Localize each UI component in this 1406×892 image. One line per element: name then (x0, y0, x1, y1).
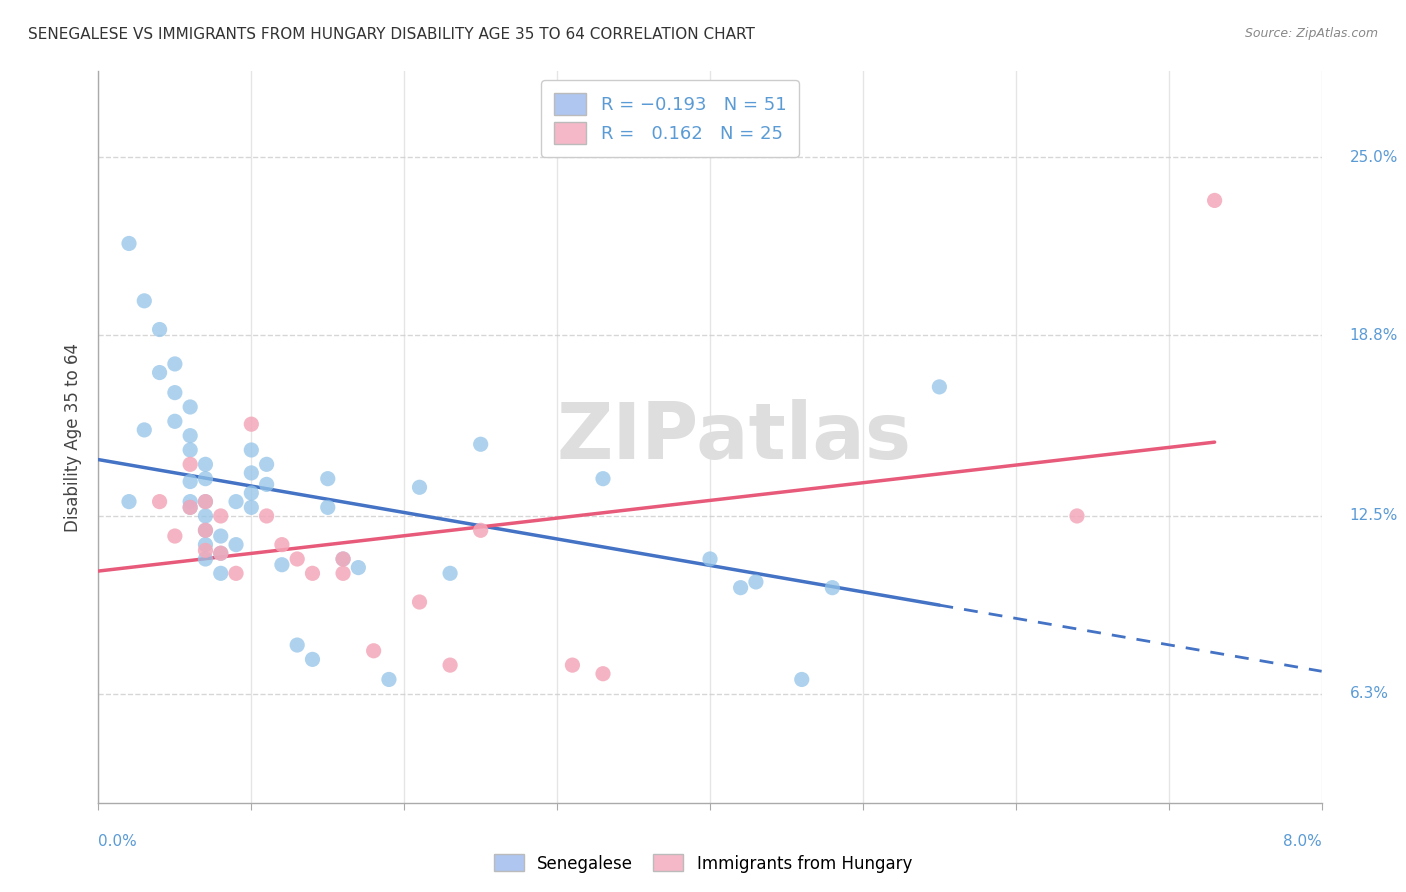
Point (179, 500, 201, 515)
Point (179, 442, 201, 457)
Point (194, 508, 217, 523)
Text: 25.0%: 25.0% (1350, 150, 1398, 165)
Point (149, 322, 172, 336)
Point (194, 524, 217, 538)
Point (225, 566, 247, 581)
Point (347, 560, 370, 574)
Point (316, 472, 339, 486)
Point (240, 417, 263, 432)
Point (285, 552, 308, 566)
Point (194, 538, 217, 552)
Point (301, 652, 323, 666)
Point (225, 538, 247, 552)
Point (240, 442, 263, 457)
Point (225, 494, 247, 508)
Point (118, 494, 141, 508)
Text: SENEGALESE VS IMMIGRANTS FROM HUNGARY DISABILITY AGE 35 TO 64 CORRELATION CHART: SENEGALESE VS IMMIGRANTS FROM HUNGARY DI… (28, 27, 755, 42)
Point (730, 581, 752, 595)
Legend: Senegalese, Immigrants from Hungary: Senegalese, Immigrants from Hungary (488, 847, 918, 880)
Point (179, 428, 201, 442)
Point (194, 524, 217, 538)
Point (332, 552, 354, 566)
Point (240, 500, 263, 515)
Point (118, 236, 141, 251)
Point (378, 673, 401, 687)
Legend: R = −0.193   N = 51, R =   0.162   N = 25: R = −0.193 N = 51, R = 0.162 N = 25 (541, 80, 799, 157)
Point (240, 466, 263, 480)
Point (209, 546, 232, 560)
Point (149, 494, 172, 508)
Point (699, 552, 721, 566)
Point (163, 357, 186, 371)
Point (470, 524, 492, 538)
Point (1066, 508, 1088, 523)
Point (179, 458, 201, 472)
Point (179, 500, 201, 515)
Point (592, 472, 614, 486)
Point (163, 385, 186, 400)
Point (332, 566, 354, 581)
Point (163, 529, 186, 543)
Point (194, 494, 217, 508)
Text: 8.0%: 8.0% (1282, 834, 1322, 849)
Point (592, 666, 614, 681)
Point (439, 658, 461, 673)
Text: 12.5%: 12.5% (1350, 508, 1398, 524)
Point (194, 458, 217, 472)
Point (209, 508, 232, 523)
Point (179, 494, 201, 508)
Point (209, 546, 232, 560)
Point (332, 552, 354, 566)
Point (316, 500, 339, 515)
Point (470, 437, 492, 451)
Point (179, 400, 201, 414)
Point (194, 543, 217, 558)
Point (240, 486, 263, 500)
Point (209, 529, 232, 543)
Point (821, 581, 844, 595)
Point (134, 293, 156, 308)
Point (270, 558, 294, 572)
Point (285, 638, 308, 652)
Point (149, 366, 172, 380)
Point (256, 458, 278, 472)
Point (439, 566, 461, 581)
Point (194, 472, 217, 486)
Text: 6.3%: 6.3% (1350, 686, 1389, 701)
Point (1204, 194, 1226, 208)
Text: Source: ZipAtlas.com: Source: ZipAtlas.com (1244, 27, 1378, 40)
Point (194, 552, 217, 566)
Y-axis label: Disability Age 35 to 64: Disability Age 35 to 64 (65, 343, 83, 532)
Point (745, 574, 768, 589)
Point (256, 477, 278, 491)
Text: 18.8%: 18.8% (1350, 327, 1398, 343)
Point (561, 658, 583, 673)
Point (194, 494, 217, 508)
Point (408, 595, 430, 609)
Point (928, 380, 950, 394)
Point (363, 644, 385, 658)
Point (270, 538, 294, 552)
Point (163, 414, 186, 428)
Point (256, 508, 278, 523)
Point (408, 480, 430, 494)
Point (209, 566, 232, 581)
Point (301, 566, 323, 581)
Point (134, 423, 156, 437)
Point (790, 673, 813, 687)
Text: ZIPatlas: ZIPatlas (557, 399, 912, 475)
Text: 0.0%: 0.0% (98, 834, 138, 849)
Point (179, 475, 201, 489)
